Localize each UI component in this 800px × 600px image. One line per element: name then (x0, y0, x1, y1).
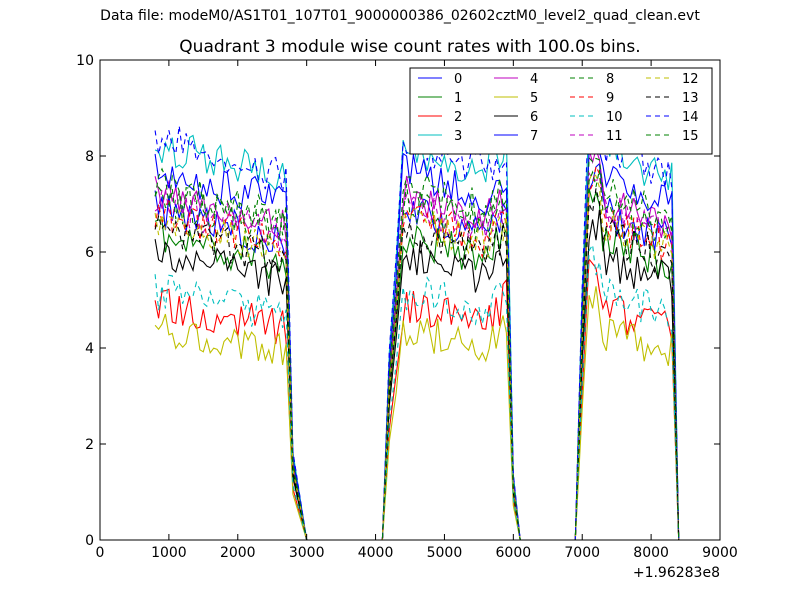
series-lines (154, 94, 680, 540)
legend-label-9: 9 (606, 91, 614, 106)
legend-box (409, 67, 713, 155)
chart-supertitle: Data file: modeM0/AS1T01_107T01_90000003… (100, 8, 700, 24)
legend-label-0: 0 (454, 72, 462, 87)
axes: 0 1000 2000 3000 4000 5000 6000 7000 8000 9000+1.… (76, 53, 738, 581)
legend-label-3: 3 (454, 129, 462, 144)
x-tick-label: 5000 (427, 545, 463, 561)
legend-label-7: 7 (530, 129, 538, 144)
series-line-2 (154, 257, 680, 540)
legend-label-15: 15 (682, 129, 699, 144)
series-line-6 (154, 209, 680, 540)
legend-label-1: 1 (454, 91, 462, 106)
chart-title: Quadrant 3 module wise count rates with … (179, 37, 641, 57)
legend-label-8: 8 (606, 72, 614, 87)
y-tick-label: 8 (85, 149, 94, 165)
y-tick-label: 10 (76, 53, 94, 69)
x-tick-label: 2000 (220, 545, 256, 561)
series-line-10 (154, 243, 680, 540)
series-line-12 (154, 172, 680, 540)
x-tick-label: 0 (96, 545, 105, 561)
legend-label-5: 5 (530, 91, 538, 106)
x-tick-label: 3000 (289, 545, 325, 561)
x-tick-label: 7000 (564, 545, 600, 561)
legend-label-14: 14 (682, 110, 699, 125)
x-tick-label: 4000 (358, 545, 394, 561)
legend-label-6: 6 (530, 110, 538, 125)
x-tick-label: 9000 (702, 545, 738, 561)
y-tick-label: 0 (85, 533, 94, 549)
plot-frame (99, 59, 721, 541)
legend-label-10: 10 (606, 110, 623, 125)
y-tick-label: 2 (85, 437, 94, 453)
series-line-13 (154, 188, 680, 540)
x-offset-label: +1.96283e8 (633, 565, 720, 581)
y-tick-label: 4 (85, 341, 94, 357)
legend-label-11: 11 (606, 129, 623, 144)
x-tick-label: 8000 (633, 545, 669, 561)
legend-label-2: 2 (454, 110, 462, 125)
legend-label-4: 4 (530, 72, 538, 87)
series-line-5 (154, 286, 680, 540)
series-line-15 (154, 169, 680, 540)
series-line-1 (154, 188, 680, 540)
legend-label-12: 12 (682, 72, 699, 87)
y-tick-label: 6 (85, 245, 94, 261)
series-line-4 (154, 147, 680, 540)
series-line-8 (154, 156, 680, 540)
x-tick-label: 6000 (496, 545, 532, 561)
x-tick-label: 1000 (151, 545, 187, 561)
legend-label-13: 13 (682, 91, 699, 106)
